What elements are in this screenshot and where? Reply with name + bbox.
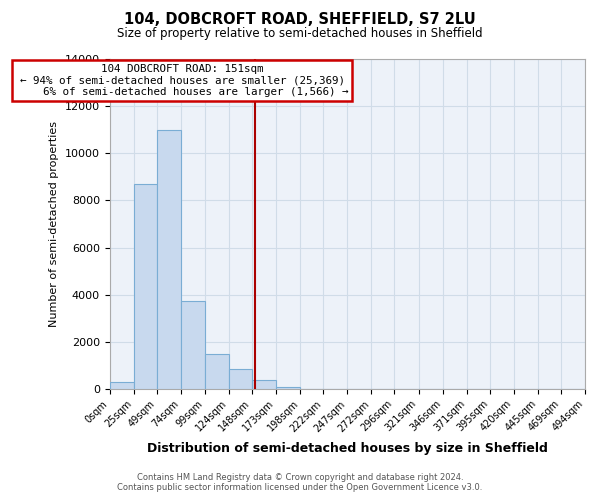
- Text: 104 DOBCROFT ROAD: 151sqm
← 94% of semi-detached houses are smaller (25,369)
   : 104 DOBCROFT ROAD: 151sqm ← 94% of semi-…: [17, 64, 348, 97]
- Y-axis label: Number of semi-detached properties: Number of semi-detached properties: [49, 121, 59, 327]
- Text: Size of property relative to semi-detached houses in Sheffield: Size of property relative to semi-detach…: [117, 28, 483, 40]
- X-axis label: Distribution of semi-detached houses by size in Sheffield: Distribution of semi-detached houses by …: [147, 442, 548, 455]
- Text: Contains HM Land Registry data © Crown copyright and database right 2024.
Contai: Contains HM Land Registry data © Crown c…: [118, 473, 482, 492]
- Bar: [252, 380, 276, 389]
- Bar: [229, 369, 252, 389]
- Bar: [181, 300, 205, 389]
- Bar: [110, 382, 134, 389]
- Bar: [276, 386, 300, 389]
- Text: 104, DOBCROFT ROAD, SHEFFIELD, S7 2LU: 104, DOBCROFT ROAD, SHEFFIELD, S7 2LU: [124, 12, 476, 28]
- Bar: [134, 184, 157, 389]
- Bar: [157, 130, 181, 389]
- Bar: [205, 354, 229, 389]
